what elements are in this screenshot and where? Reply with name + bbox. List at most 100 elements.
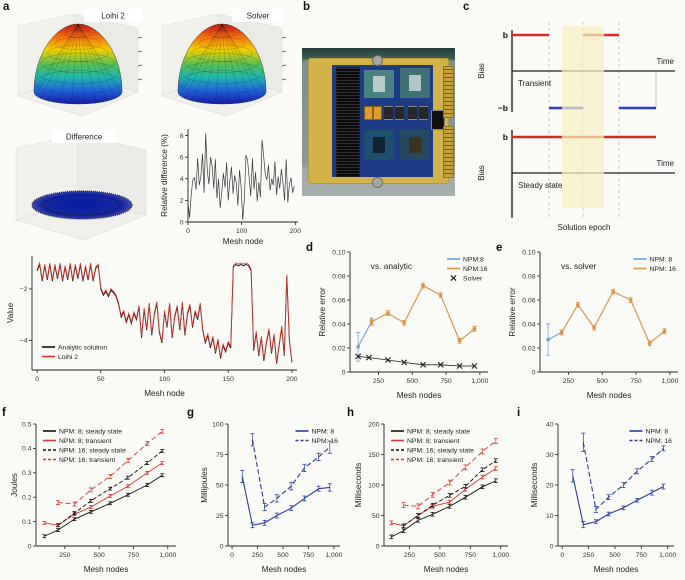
panel-a-value-chart: 0 50 100 150 200 −2 −4 Mesh node Value Analytic s… — [4, 250, 303, 400]
svg-text:0.08: 0.08 — [332, 273, 345, 280]
svg-text:8: 8 — [180, 133, 184, 140]
ic-chip — [419, 106, 428, 120]
svg-text:4: 4 — [180, 176, 184, 183]
svg-text:250: 250 — [59, 552, 71, 559]
series — [240, 433, 332, 529]
x-axis-label: Mesh node — [144, 389, 185, 398]
svg-text:0.4: 0.4 — [22, 446, 32, 453]
dome-surface — [177, 23, 267, 105]
panel-e-chart: 250 500 750 1,000 0 0.02 0.04 0.06 0.08 0.10 Mesh … — [506, 246, 684, 402]
chip-top-left — [364, 70, 394, 98]
time-label-steady: Time — [657, 159, 675, 168]
chip-die — [409, 74, 421, 92]
y-axis-label: Joules — [10, 473, 19, 497]
chart-svg: 0 50 100 150 200 −2 −4 Mesh node Value Analytic s… — [6, 256, 298, 398]
svg-text:100: 100 — [159, 376, 171, 383]
panel-a-relative-difference-chart: 0 100 200 0 2 4 6 8 Mesh node Relative difference… — [158, 124, 303, 248]
panel-label-g: g — [187, 407, 195, 419]
series-line — [44, 462, 163, 526]
svg-text:NPM: 16: NPM: 16 — [646, 438, 673, 445]
svg-text:0: 0 — [220, 543, 224, 550]
ic-chip — [384, 106, 393, 120]
svg-text:NPM: 16; transient: NPM: 16; transient — [407, 457, 463, 464]
surface-plot-difference-svg: Difference — [15, 130, 147, 241]
svg-text:30: 30 — [546, 452, 554, 459]
svg-text:NPM: 8; transient: NPM: 8; transient — [407, 438, 460, 445]
svg-text:50: 50 — [97, 376, 105, 383]
svg-text:2: 2 — [180, 198, 184, 205]
chip-top-right — [400, 68, 430, 98]
panel-label-f: f — [2, 407, 6, 419]
series — [36, 261, 293, 364]
panel-label-a: a — [3, 1, 10, 13]
chip-bottom-left — [364, 130, 394, 160]
svg-text:NPM: 8; steady state: NPM: 8; steady state — [407, 428, 470, 435]
svg-text:0.06: 0.06 — [332, 297, 345, 304]
svg-text:0.1: 0.1 — [22, 519, 32, 526]
chip-die — [373, 136, 385, 154]
b-label-transient: b — [503, 30, 508, 40]
svg-text:0: 0 — [186, 228, 190, 235]
x-axis-label: Mesh node — [223, 237, 264, 246]
panel-label-d: d — [306, 242, 314, 254]
series — [546, 288, 667, 356]
x-axis-label: Mesh nodes — [424, 565, 469, 574]
chart-svg: 250 500 750 1,000 0 0.1 0.2 0.3 0.4 0.5 Mesh nodes… — [10, 421, 176, 574]
panel-label-h: h — [347, 407, 355, 419]
series-line — [391, 468, 497, 527]
panel-label-e: e — [496, 242, 503, 254]
surface-title: Loihi 2 — [101, 12, 125, 21]
legend: NPM: 8 NPM: 16 — [633, 256, 677, 273]
panel-d-chart: 250 500 750 1,000 0 0.02 0.04 0.06 0.08 0.10 Mesh … — [316, 246, 494, 402]
x-axis-label: Mesh nodes — [84, 565, 129, 574]
chart-svg: 250 500 750 1,000 0 0.02 0.04 0.06 0.08 0.10 Mesh … — [318, 249, 489, 400]
svg-text:0: 0 — [180, 219, 184, 226]
z-axis-ticks — [137, 36, 143, 81]
svg-text:100: 100 — [212, 421, 224, 428]
capacitor — [364, 106, 373, 120]
chart-svg: 250 500 750 1,000 0 0.02 0.04 0.06 0.08 0.10 Mesh … — [508, 249, 679, 400]
neg-b-label: −b — [498, 103, 508, 113]
svg-text:20: 20 — [546, 482, 554, 489]
capacitor — [373, 106, 382, 120]
svg-text:40: 40 — [546, 421, 554, 428]
surface-plot-loihi2: Loihi 2 — [8, 4, 146, 122]
svg-text:NPM:16: NPM:16 — [463, 266, 488, 273]
bias-schematic: b −b Bias Time Transient b Bias Time Ste… — [460, 0, 685, 240]
svg-text:50: 50 — [216, 482, 224, 489]
svg-text:NPM: 16: NPM: 16 — [650, 266, 677, 273]
series-line — [547, 331, 562, 341]
panel-h-chart: 250 500 750 1,000 0 50 100 150 200 Mesh nodes Mill… — [352, 418, 514, 576]
series-line — [44, 474, 163, 537]
panel-g-chart: 0 250 500 750 1,000 0 25 50 75 100 Mesh nodes Milli… — [198, 418, 348, 576]
chip-die — [409, 136, 421, 154]
svg-text:750: 750 — [465, 552, 477, 559]
panel-label-c: c — [463, 1, 470, 13]
svg-text:250: 250 — [404, 552, 416, 559]
svg-text:100: 100 — [236, 228, 248, 235]
svg-text:250: 250 — [583, 552, 595, 559]
svg-text:Solver: Solver — [463, 275, 483, 282]
svg-text:0.3: 0.3 — [22, 470, 32, 477]
panel-i-chart: 0 250 500 750 1,000 0 10 20 30 40 Mesh nodes Millis… — [528, 418, 682, 576]
svg-text:0.06: 0.06 — [522, 297, 535, 304]
y-axis-label: Milliseconds — [530, 463, 539, 508]
steady-state-label: Steady state — [518, 181, 563, 190]
axes: 0 250 500 750 1,000 0 10 20 30 40 — [546, 421, 676, 559]
series — [570, 432, 666, 529]
chart-svg: 0 100 200 0 2 4 6 8 Mesh node Relative difference… — [160, 129, 301, 246]
series-line — [251, 439, 331, 508]
chart-svg: 0 250 500 750 1,000 0 10 20 30 40 Mesh nodes Millis… — [530, 421, 676, 574]
svg-text:200: 200 — [286, 376, 298, 383]
svg-text:1,000: 1,000 — [325, 552, 342, 559]
ic-chip — [395, 106, 404, 120]
surface-plot-difference: Difference — [4, 122, 156, 246]
svg-text:NPM: 8; transient: NPM: 8; transient — [59, 438, 112, 445]
surface-title-box — [84, 9, 142, 22]
svg-text:0: 0 — [560, 552, 564, 559]
svg-text:100: 100 — [368, 482, 380, 489]
bias-axis-label-transient: Bias — [477, 63, 486, 79]
svg-text:200: 200 — [368, 421, 380, 428]
svg-text:NPM: 8: NPM: 8 — [650, 256, 673, 263]
